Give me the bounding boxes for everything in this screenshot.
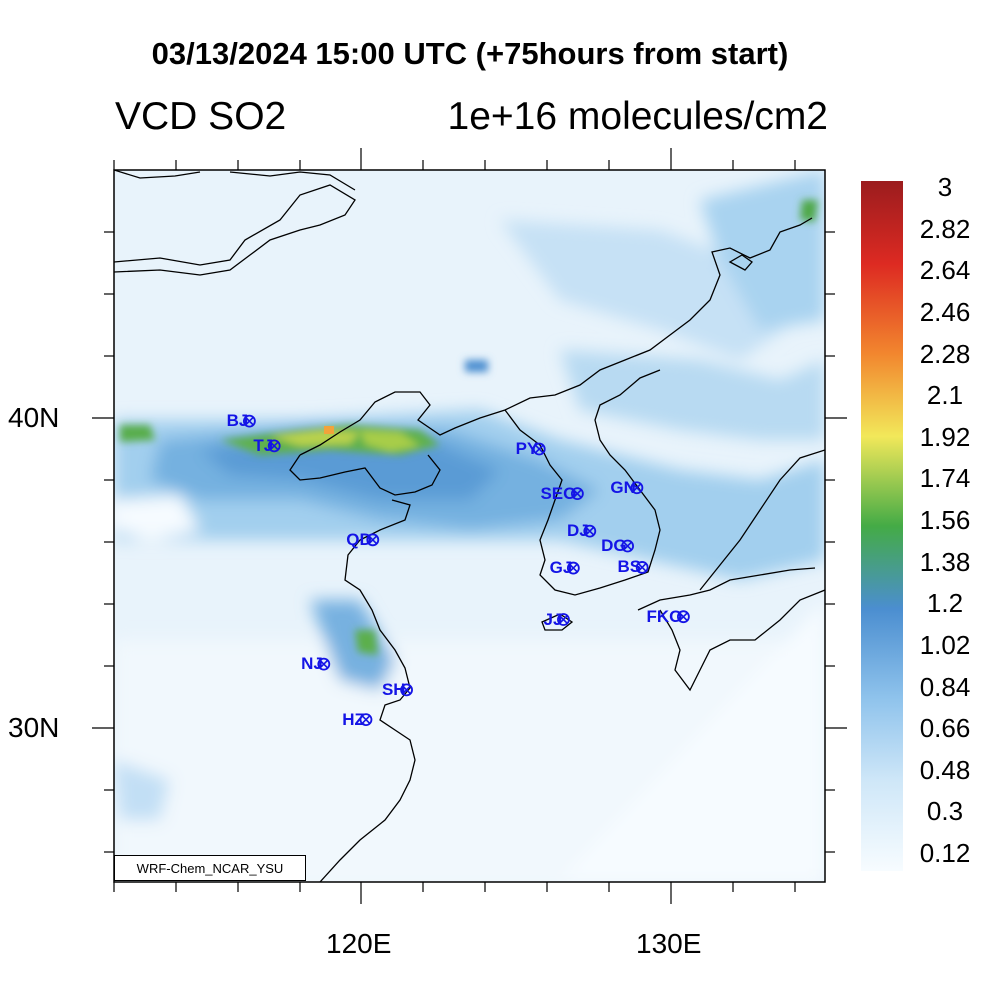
city-label-gn: GN <box>610 477 636 497</box>
city-marker-bj <box>242 414 256 428</box>
city-marker-seo <box>570 487 584 501</box>
city-label-dj: DJ <box>567 521 589 541</box>
colorbar-label: 1.74 <box>919 463 971 494</box>
colorbar-label: 2.28 <box>919 338 971 369</box>
colorbar-label: 0.48 <box>919 754 971 785</box>
city-label-qd: QD <box>346 529 372 549</box>
variable-label: VCD SO2 <box>115 95 287 138</box>
city-label-fko: FKO <box>646 606 683 626</box>
lon-label-120e: 120E <box>326 928 392 959</box>
coastlines <box>114 170 825 882</box>
city-label-sh: SH <box>381 679 406 699</box>
city-marker-sh <box>400 683 413 697</box>
city-label-jj: JJ <box>543 609 563 629</box>
city-label-bj: BJ <box>226 411 249 431</box>
colorbar-label: 1.2 <box>926 588 964 619</box>
units-label: 1e+16 molecules/cm2 <box>447 95 828 138</box>
city-label-py: PY <box>515 439 539 458</box>
city-label-gj: GJ <box>549 558 573 578</box>
city-marker-tj <box>267 439 281 453</box>
city-label-bs: BS <box>617 557 642 577</box>
lat-label-30n: 30N <box>8 712 60 743</box>
colorbar-label: 1.56 <box>919 505 971 535</box>
colorbar-label: 1.02 <box>919 629 971 660</box>
city-marker-qd <box>366 533 380 547</box>
city-marker-gn <box>630 481 644 495</box>
city-label-dg: DG <box>601 536 627 556</box>
city-marker-nj <box>317 657 331 671</box>
city-marker-dj <box>583 524 597 538</box>
city-marker-fko <box>677 610 690 624</box>
axis-ticks <box>92 148 847 904</box>
colorbar-label: 0.84 <box>919 671 971 702</box>
colorbar-label: 1.92 <box>919 421 971 452</box>
model-credit: WRF-Chem_NCAR_YSU <box>114 855 306 881</box>
city-marker-bs <box>635 561 649 574</box>
map-title: 03/13/2024 15:00 UTC (+75hours from star… <box>151 36 789 71</box>
colorbar-label: 3 <box>937 172 953 202</box>
so2-field <box>114 170 825 882</box>
lon-label-130e: 130E <box>636 928 702 959</box>
lat-label-40n: 40N <box>8 402 60 433</box>
city-label-tj: TJ <box>253 435 274 455</box>
city-marker-gj <box>566 561 580 575</box>
colorbar-label: 2.64 <box>919 255 971 286</box>
city-markers <box>242 414 690 727</box>
city-label-nj: NJ <box>301 654 323 674</box>
city-label-hz: HZ <box>342 709 365 729</box>
colorbar-label: 0.66 <box>919 713 971 744</box>
colorbar <box>861 181 903 871</box>
colorbar-label: 2.82 <box>919 213 971 244</box>
colorbar-label: 1.38 <box>919 546 971 577</box>
city-marker-hz <box>359 713 373 727</box>
city-marker-dg <box>621 539 634 553</box>
colorbar-label: 0.3 <box>926 796 964 827</box>
city-marker-py <box>532 442 546 456</box>
colorbar-label: 0.12 <box>919 838 971 868</box>
city-marker-jj <box>557 613 570 626</box>
colorbar-label: 2.46 <box>919 296 971 327</box>
colorbar-label: 2.1 <box>926 380 964 411</box>
city-label-seo: SEO <box>540 483 577 503</box>
